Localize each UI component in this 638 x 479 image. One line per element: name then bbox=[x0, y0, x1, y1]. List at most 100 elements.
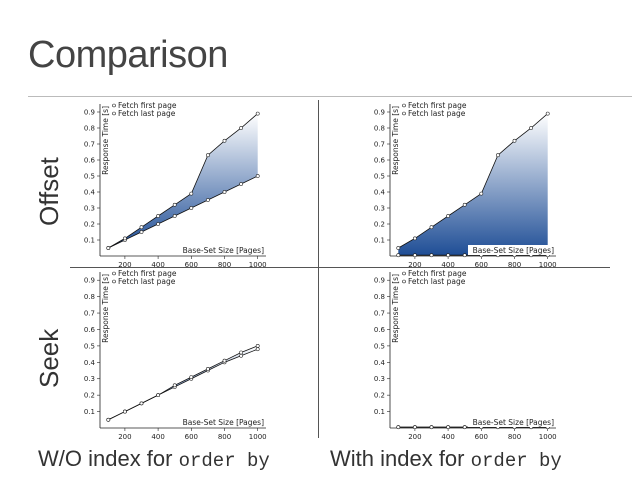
data-point bbox=[479, 191, 484, 196]
y-tick-label: 0.1 bbox=[374, 408, 385, 416]
legend-marker bbox=[402, 279, 406, 284]
legend-label: Fetch first page bbox=[118, 101, 177, 110]
x-axis-label: Base-Set Size [Pages] bbox=[183, 418, 264, 427]
column-label-code: order by bbox=[470, 450, 562, 472]
data-point bbox=[156, 393, 161, 398]
x-tick-label: 1000 bbox=[249, 261, 267, 269]
area-band bbox=[108, 113, 258, 248]
legend-marker bbox=[112, 279, 116, 284]
y-tick-label: 0.6 bbox=[374, 157, 386, 165]
y-tick-label: 0.3 bbox=[374, 375, 385, 383]
data-point bbox=[205, 153, 210, 158]
data-point bbox=[545, 111, 550, 116]
data-point bbox=[139, 230, 144, 234]
data-point bbox=[462, 202, 467, 207]
data-point bbox=[123, 236, 127, 241]
x-tick-label: 400 bbox=[441, 261, 454, 269]
series-line bbox=[108, 175, 258, 249]
x-tick-label: 200 bbox=[408, 261, 421, 269]
legend-label: Fetch first page bbox=[408, 269, 467, 278]
data-point bbox=[205, 366, 210, 371]
legend-marker bbox=[112, 271, 116, 276]
data-point bbox=[189, 191, 194, 196]
x-tick-label: 200 bbox=[408, 433, 421, 441]
legend-label: Fetch first page bbox=[118, 269, 177, 278]
data-point bbox=[429, 225, 434, 230]
y-tick-label: 0.7 bbox=[374, 310, 385, 318]
data-point bbox=[396, 253, 401, 258]
y-tick-label: 0.8 bbox=[374, 293, 385, 301]
y-tick-label: 0.8 bbox=[84, 293, 95, 301]
data-point bbox=[239, 350, 244, 355]
x-tick-label: 400 bbox=[151, 261, 164, 269]
data-point bbox=[396, 425, 401, 430]
y-tick-label: 0.8 bbox=[374, 125, 385, 133]
slide-title: Comparison bbox=[28, 34, 228, 76]
data-point bbox=[172, 383, 177, 388]
y-tick-label: 0.6 bbox=[84, 326, 96, 334]
chart-offset-with-index: 0.1 0.2 0.3 0.4 0.5 0.6 0.7 0.8 0.9 200 400 600 800 1… bbox=[374, 101, 557, 269]
y-tick-label: 0.5 bbox=[84, 173, 95, 181]
data-point bbox=[255, 111, 260, 116]
x-axis-label: Base-Set Size [Pages] bbox=[473, 418, 554, 427]
x-tick-label: 600 bbox=[475, 433, 488, 441]
x-tick-label: 600 bbox=[185, 261, 198, 269]
y-axis-label: Response Time [s] bbox=[391, 274, 400, 343]
chart-offset-without-index: 0.1 0.2 0.3 0.4 0.5 0.6 0.7 0.8 0.9 200 400 600 800 1… bbox=[84, 101, 267, 269]
data-point bbox=[172, 214, 177, 218]
data-point bbox=[413, 236, 417, 241]
y-tick-label: 0.1 bbox=[374, 237, 385, 245]
data-point bbox=[239, 126, 244, 130]
y-tick-label: 0.3 bbox=[84, 205, 95, 213]
chart-seek-with-index: 0.1 0.2 0.3 0.4 0.5 0.6 0.7 0.8 0.9 200 400 600 800 1… bbox=[374, 269, 557, 441]
x-tick-label: 1000 bbox=[539, 433, 557, 441]
x-axis-label: Base-Set Size [Pages] bbox=[473, 246, 554, 255]
column-label-text: W/O index for bbox=[38, 446, 179, 471]
x-tick-label: 400 bbox=[441, 433, 454, 441]
legend-marker bbox=[402, 271, 406, 276]
y-tick-label: 0.9 bbox=[374, 277, 385, 285]
column-label-with-index: With index for order by bbox=[330, 446, 562, 472]
legend-marker bbox=[112, 111, 116, 116]
y-tick-label: 0.4 bbox=[374, 359, 386, 367]
y-axis-label: Response Time [s] bbox=[391, 106, 400, 175]
data-point bbox=[512, 138, 517, 143]
y-tick-label: 0.2 bbox=[374, 392, 385, 400]
column-label-text: With index for bbox=[330, 446, 471, 471]
series-line bbox=[108, 113, 258, 249]
column-label-code: order by bbox=[178, 450, 270, 472]
x-tick-label: 600 bbox=[185, 433, 198, 441]
legend-label: Fetch last page bbox=[408, 277, 466, 286]
data-point bbox=[205, 198, 210, 202]
x-tick-label: 200 bbox=[118, 433, 131, 441]
y-tick-label: 0.6 bbox=[374, 326, 386, 334]
series-line bbox=[108, 345, 258, 421]
y-tick-label: 0.2 bbox=[84, 392, 95, 400]
y-tick-label: 0.5 bbox=[374, 173, 385, 181]
data-point bbox=[239, 353, 244, 358]
legend-label: Fetch last page bbox=[118, 109, 176, 118]
data-point bbox=[446, 425, 451, 430]
data-point bbox=[255, 174, 260, 178]
x-tick-label: 600 bbox=[475, 261, 488, 269]
data-point bbox=[239, 182, 244, 186]
data-point bbox=[222, 358, 227, 363]
legend-label: Fetch last page bbox=[118, 277, 176, 286]
y-tick-label: 0.5 bbox=[84, 342, 95, 350]
data-point bbox=[429, 253, 434, 258]
data-point bbox=[172, 202, 177, 207]
y-tick-label: 0.7 bbox=[374, 141, 385, 149]
y-tick-label: 0.2 bbox=[374, 221, 385, 229]
y-tick-label: 0.9 bbox=[374, 109, 385, 117]
y-tick-label: 0.3 bbox=[374, 205, 385, 213]
data-point bbox=[106, 246, 111, 250]
y-tick-label: 0.7 bbox=[84, 310, 95, 318]
y-tick-label: 0.7 bbox=[84, 141, 95, 149]
x-tick-label: 800 bbox=[218, 433, 231, 441]
x-tick-label: 200 bbox=[118, 261, 131, 269]
data-point bbox=[222, 138, 227, 143]
data-point bbox=[255, 343, 260, 348]
data-point bbox=[446, 214, 451, 218]
data-point bbox=[222, 190, 227, 194]
data-point bbox=[156, 222, 161, 226]
